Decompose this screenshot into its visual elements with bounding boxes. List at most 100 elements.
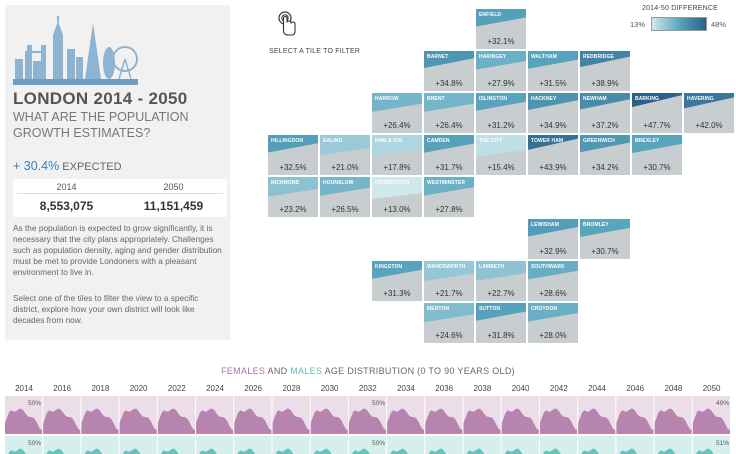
page-subtitle: WHAT ARE THE POPULATION GROWTH ESTIMATES…: [13, 110, 189, 140]
tile-name: HOUNSLOW: [323, 180, 354, 186]
distribution-area: [505, 448, 523, 454]
tile-lewisham[interactable]: LEWISHAM +32.9%: [528, 219, 578, 259]
tile-name: SUTTON: [479, 306, 501, 312]
tile-barking[interactable]: BARKING +47.7%: [632, 93, 682, 133]
tile-growth-shape: [320, 135, 370, 156]
tile-barnet[interactable]: BARNET +34.8%: [424, 51, 474, 91]
tile-bromley[interactable]: BROMLEY +30.7%: [580, 219, 630, 259]
tile-growth-shape: [632, 135, 682, 153]
tile-haringey[interactable]: HARINGEY +27.9%: [476, 51, 526, 91]
tile-pct: +27.8%: [435, 205, 463, 214]
tile-growth-shape: [424, 177, 474, 196]
tile-pct: +32.9%: [539, 247, 567, 256]
tile-name: BARNET: [427, 54, 449, 60]
tile-growth-shape: [580, 135, 630, 153]
tile-pct: +37.2%: [591, 121, 619, 130]
tile-harrow[interactable]: HARROW +26.4%: [372, 93, 422, 133]
tile-pct: +26.5%: [331, 205, 359, 214]
tile-growth-shape: [372, 135, 422, 156]
tile-enfield[interactable]: ENFIELD +32.1%: [476, 9, 526, 49]
tile-growth-shape: [268, 177, 318, 197]
tile-brent[interactable]: BRENT +26.4%: [424, 93, 474, 133]
tile-name: BARKING: [635, 96, 660, 102]
tile-growth-shape: [476, 93, 526, 111]
london-skyline-icon: [13, 16, 138, 85]
tile-hillingdon[interactable]: HILLINGDON +32.5%: [268, 135, 318, 175]
divider: [17, 193, 223, 194]
distribution-area: [578, 408, 616, 434]
male-pct-mid: 50%: [372, 440, 386, 447]
tile-pct: +30.7%: [591, 247, 619, 256]
distribution-area: [616, 408, 654, 434]
legend-min: 13%: [630, 20, 646, 29]
tile-camden[interactable]: CAMDEN +31.7%: [424, 135, 474, 175]
tile-havering[interactable]: HAVERING +42.0%: [684, 93, 734, 133]
year-label: 2030: [320, 384, 339, 393]
pointer-hand-icon: [278, 11, 296, 36]
male-distribution-strip[interactable]: 50% 50% 51%: [5, 436, 731, 454]
tile-pct: +28.6%: [539, 289, 567, 298]
distribution-area: [119, 408, 157, 434]
tile-greenwich[interactable]: GREENWICH +34.2%: [580, 135, 630, 175]
tile-name: SOUTHWARK: [531, 264, 565, 270]
female-area-chart: [5, 396, 731, 434]
tile-pct: +32.1%: [487, 37, 515, 46]
distribution-title-rest: AGE DISTRIBUTION (0 TO 90 YEARS OLD): [324, 366, 515, 376]
tile-growth-shape: [320, 177, 370, 196]
year-end-label: 2050: [163, 182, 184, 192]
tile-merton[interactable]: MERTON +24.6%: [424, 303, 474, 343]
tile-islington[interactable]: ISLINGTON +31.2%: [476, 93, 526, 133]
females-label: FEMALES: [221, 366, 266, 376]
tile-newham[interactable]: NEWHAM +37.2%: [580, 93, 630, 133]
tile-westminster[interactable]: WESTMINSTER +27.8%: [424, 177, 474, 217]
distribution-area: [543, 448, 561, 454]
year-label: 2034: [397, 384, 415, 393]
tile-pct: +47.7%: [643, 121, 671, 130]
summary-panel: LONDON 2014 - 2050 WHAT ARE THE POPULATI…: [5, 5, 230, 340]
tile-ealing[interactable]: EALING +21.0%: [320, 135, 370, 175]
year-label: 2032: [358, 384, 377, 393]
tile-pct: +30.7%: [643, 163, 671, 172]
tile-growth-shape: [476, 9, 526, 27]
tile-croydon[interactable]: CROYDON +28.0%: [528, 303, 578, 343]
tile-brexley[interactable]: BREXLEY +30.7%: [632, 135, 682, 175]
tile-the-city[interactable]: THE CITY +15.4%: [476, 135, 526, 175]
tile-redbridge[interactable]: REDBRIDGE +38.9%: [580, 51, 630, 91]
tile-pct: +34.8%: [435, 79, 463, 88]
tile-growth-shape: [476, 261, 526, 281]
year-label: 2018: [91, 384, 110, 393]
expected-growth: + 30.4% EXPECTED: [13, 159, 122, 173]
tile-pct: +26.4%: [435, 121, 463, 130]
distribution-area: [539, 408, 578, 434]
tile-ham-ful[interactable]: HAM & FUL +17.8%: [372, 135, 422, 175]
tile-kensington[interactable]: KENSINGTON +13.0%: [372, 177, 422, 217]
tile-sutton[interactable]: SUTTON +31.8%: [476, 303, 526, 343]
tile-growth-shape: [424, 93, 474, 112]
tile-name: MERTON: [427, 306, 450, 312]
tile-name: HACKNEY: [531, 96, 557, 102]
female-distribution-strip[interactable]: 50% 50% 49%: [5, 396, 731, 434]
tile-southwark[interactable]: SOUTHWARK +28.6%: [528, 261, 578, 301]
tile-tower-ham[interactable]: TOWER HAM +43.9%: [528, 135, 578, 175]
tile-pct: +21.0%: [331, 163, 359, 172]
distribution-area: [619, 448, 638, 454]
distribution-area: [463, 408, 501, 434]
tile-pct: +15.4%: [487, 163, 515, 172]
tile-hounslow[interactable]: HOUNSLOW +26.5%: [320, 177, 370, 217]
tile-kingston[interactable]: KINGSTON +31.3%: [372, 261, 422, 301]
distribution-area: [352, 448, 370, 454]
tile-pct: +22.7%: [487, 289, 515, 298]
tile-name: HAM & FUL: [375, 138, 404, 144]
tile-lambeth[interactable]: LAMBETH +22.7%: [476, 261, 526, 301]
tile-hackney[interactable]: HACKNEY +34.9%: [528, 93, 578, 133]
distribution-area: [5, 408, 43, 434]
tile-growth-shape: [372, 261, 422, 279]
female-pct-end: 49%: [716, 400, 730, 407]
tile-pct: +32.5%: [279, 163, 307, 172]
tile-name: KENSINGTON: [375, 180, 410, 186]
tile-wandsworth[interactable]: WANDSWORTH +21.7%: [424, 261, 474, 301]
tile-pct: +42.0%: [695, 121, 723, 130]
distribution-area: [310, 408, 348, 434]
tile-waltham[interactable]: WALTHAM +31.5%: [528, 51, 578, 91]
tile-richmond[interactable]: RICHMOND +23.2%: [268, 177, 318, 217]
